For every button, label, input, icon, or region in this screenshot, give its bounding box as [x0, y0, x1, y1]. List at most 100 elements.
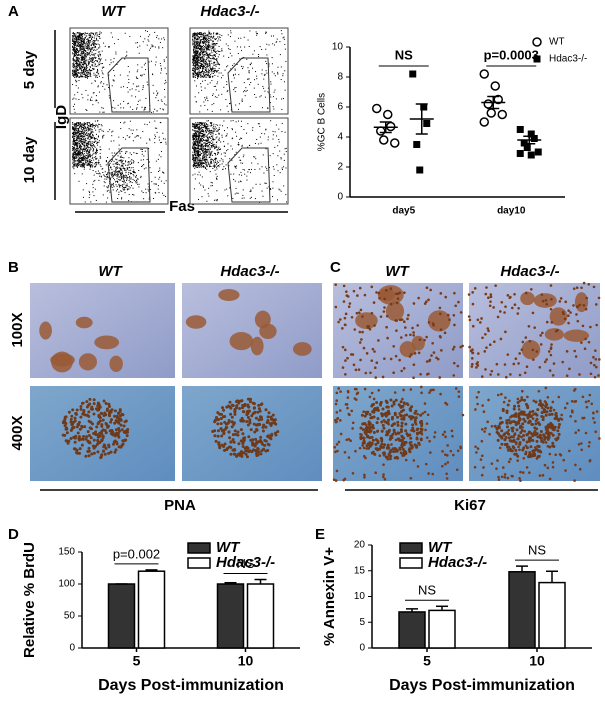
dot: [90, 201, 91, 202]
dot: [151, 172, 152, 173]
dot: [195, 167, 196, 168]
dot: [80, 166, 81, 167]
dot: [85, 128, 86, 129]
dot: [144, 108, 145, 109]
dot: [74, 156, 75, 157]
dot: [124, 58, 125, 59]
dot: [83, 197, 84, 198]
dot: [196, 61, 197, 62]
dot: [140, 75, 141, 76]
dot: [205, 99, 206, 100]
dot: [74, 77, 75, 78]
dot: [232, 65, 233, 66]
dot: [121, 174, 122, 175]
dot: [90, 124, 91, 125]
dot: [196, 128, 197, 129]
dot: [96, 75, 97, 76]
dot: [200, 123, 201, 124]
dot: [154, 32, 155, 33]
dot: [144, 168, 145, 169]
dot: [198, 199, 199, 200]
dot: [84, 165, 85, 166]
dot: [211, 80, 212, 81]
stain-cell: [89, 441, 92, 444]
dot: [92, 52, 93, 53]
dot: [196, 43, 197, 44]
dot: [133, 175, 134, 176]
dot: [223, 169, 224, 170]
dot: [201, 46, 202, 47]
dot: [86, 48, 87, 49]
dot: [210, 155, 211, 156]
dot: [112, 85, 113, 86]
dot: [82, 165, 83, 166]
dot: [94, 75, 95, 76]
dot: [149, 167, 150, 168]
dot: [72, 46, 73, 47]
dot: [249, 78, 250, 79]
dot: [95, 63, 96, 64]
dot: [206, 62, 207, 63]
dot: [145, 30, 146, 31]
dot: [87, 143, 88, 144]
dot: [236, 121, 237, 122]
dot: [75, 44, 76, 45]
dot: [137, 78, 138, 79]
dot: [193, 77, 194, 78]
dot: [205, 47, 206, 48]
dot: [270, 189, 271, 190]
stain-cell: [77, 431, 80, 434]
dot: [124, 168, 125, 169]
dot: [210, 39, 211, 40]
dot: [127, 165, 128, 166]
dot: [110, 163, 111, 164]
dot: [116, 178, 117, 179]
dot: [203, 65, 204, 66]
dot: [274, 44, 275, 45]
dot: [211, 153, 212, 154]
dot: [217, 200, 218, 201]
dot: [112, 187, 113, 188]
dot: [131, 167, 132, 168]
dot: [121, 191, 122, 192]
dot: [250, 82, 251, 83]
dot: [77, 163, 78, 164]
dot: [194, 143, 195, 144]
dot: [78, 57, 79, 58]
dot: [131, 129, 132, 130]
dot: [230, 174, 231, 175]
dot: [78, 122, 79, 123]
dot: [273, 109, 274, 110]
stain-cell: [65, 428, 68, 431]
dot: [270, 188, 271, 189]
dot: [207, 130, 208, 131]
dot: [196, 124, 197, 125]
dot: [209, 72, 210, 73]
dot: [75, 124, 76, 125]
dot: [201, 63, 202, 64]
dot: [75, 126, 76, 127]
dot: [72, 133, 73, 134]
dot: [204, 105, 205, 106]
dot: [236, 136, 237, 137]
dot: [204, 61, 205, 62]
dot: [248, 71, 249, 72]
dot: [256, 139, 257, 140]
dot: [105, 171, 106, 172]
dot: [115, 168, 116, 169]
dot: [86, 46, 87, 47]
stain-cell: [93, 402, 96, 405]
dot: [98, 85, 99, 86]
dot: [137, 47, 138, 48]
dot: [200, 125, 201, 126]
dot: [151, 44, 152, 45]
dot: [138, 162, 139, 163]
dot: [198, 163, 199, 164]
dot: [255, 158, 256, 159]
dot: [103, 174, 104, 175]
dot: [199, 130, 200, 131]
dot: [205, 74, 206, 75]
dot: [194, 63, 195, 64]
dot: [195, 154, 196, 155]
dot: [96, 164, 97, 165]
